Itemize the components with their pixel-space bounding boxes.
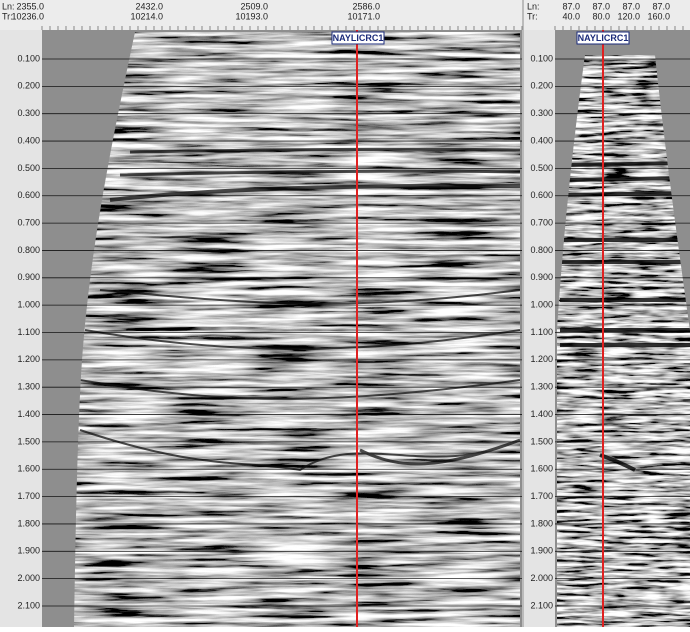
time-label: 1.800	[530, 518, 553, 528]
time-label: 1.200	[530, 354, 553, 364]
tr-value: 80.0	[592, 11, 610, 21]
tr-label: Tr:	[527, 11, 538, 21]
ln-value: 2355.0	[16, 1, 44, 11]
tr-value: 40.0	[562, 11, 580, 21]
time-label: 0.700	[530, 217, 553, 227]
time-label: 1.600	[17, 464, 40, 474]
time-label: 0.600	[530, 190, 553, 200]
tr-value: 10236.0	[11, 11, 44, 21]
time-label: 2.000	[17, 573, 40, 583]
time-label: 0.800	[530, 245, 553, 255]
time-label: 1.300	[17, 382, 40, 392]
ln-value: 87.0	[562, 1, 580, 11]
time-label: 1.800	[17, 518, 40, 528]
ln-value: 2509.0	[240, 1, 268, 11]
time-label: 0.100	[530, 53, 553, 63]
time-label: 1.900	[530, 546, 553, 556]
ln-value: 2586.0	[352, 1, 380, 11]
tr-value: 160.0	[647, 11, 670, 21]
time-label: 1.000	[530, 300, 553, 310]
time-label: 0.200	[530, 81, 553, 91]
right-header	[524, 0, 690, 30]
time-label: 0.500	[530, 163, 553, 173]
time-label: 0.900	[17, 272, 40, 282]
tr-value: 120.0	[617, 11, 640, 21]
time-axis	[0, 30, 42, 627]
time-label: 1.000	[17, 300, 40, 310]
ln-value: 87.0	[622, 1, 640, 11]
ln-value: 2432.0	[135, 1, 163, 11]
time-label: 2.000	[530, 573, 553, 583]
time-label: 1.100	[530, 327, 553, 337]
panel-divider	[522, 0, 524, 627]
time-axis	[524, 30, 555, 627]
time-label: 0.100	[17, 53, 40, 63]
time-label: 0.800	[17, 245, 40, 255]
time-label: 0.600	[17, 190, 40, 200]
well-marker: NAYLICRC1 NAYLICRC1	[331, 31, 630, 45]
time-label: 0.900	[530, 272, 553, 282]
tr-label: Tr:	[2, 11, 13, 21]
time-label: 0.400	[17, 135, 40, 145]
time-label: 1.700	[17, 491, 40, 501]
time-label: 0.700	[17, 217, 40, 227]
ln-value: 87.0	[592, 1, 610, 11]
ln-label: Ln:	[2, 1, 15, 11]
seismic-section	[74, 32, 520, 627]
ln-value: 87.0	[652, 1, 670, 11]
well-label: NAYLICRC1	[333, 33, 384, 43]
time-label: 1.400	[530, 409, 553, 419]
tr-value: 10193.0	[235, 11, 268, 21]
well-label-box	[331, 31, 385, 45]
time-label: 0.300	[17, 108, 40, 118]
time-label: 1.100	[17, 327, 40, 337]
time-label: 0.200	[17, 81, 40, 91]
tr-value: 10171.0	[347, 11, 380, 21]
time-label: 1.300	[530, 382, 553, 392]
time-label: 2.100	[17, 600, 40, 610]
time-label: 1.200	[17, 354, 40, 364]
time-label: 1.900	[17, 546, 40, 556]
time-label: 1.500	[17, 436, 40, 446]
left-header	[0, 0, 522, 30]
tr-value: 10214.0	[130, 11, 163, 21]
time-label: 1.400	[17, 409, 40, 419]
time-label: 1.500	[530, 436, 553, 446]
time-label: 0.500	[17, 163, 40, 173]
ln-label: Ln:	[527, 1, 540, 11]
well-label-box	[576, 31, 630, 45]
time-label: 1.700	[530, 491, 553, 501]
time-label: 0.400	[530, 135, 553, 145]
time-label: 2.100	[530, 600, 553, 610]
well-label: NAYLICRC1	[578, 33, 629, 43]
time-label: 0.300	[530, 108, 553, 118]
time-label: 1.600	[530, 464, 553, 474]
